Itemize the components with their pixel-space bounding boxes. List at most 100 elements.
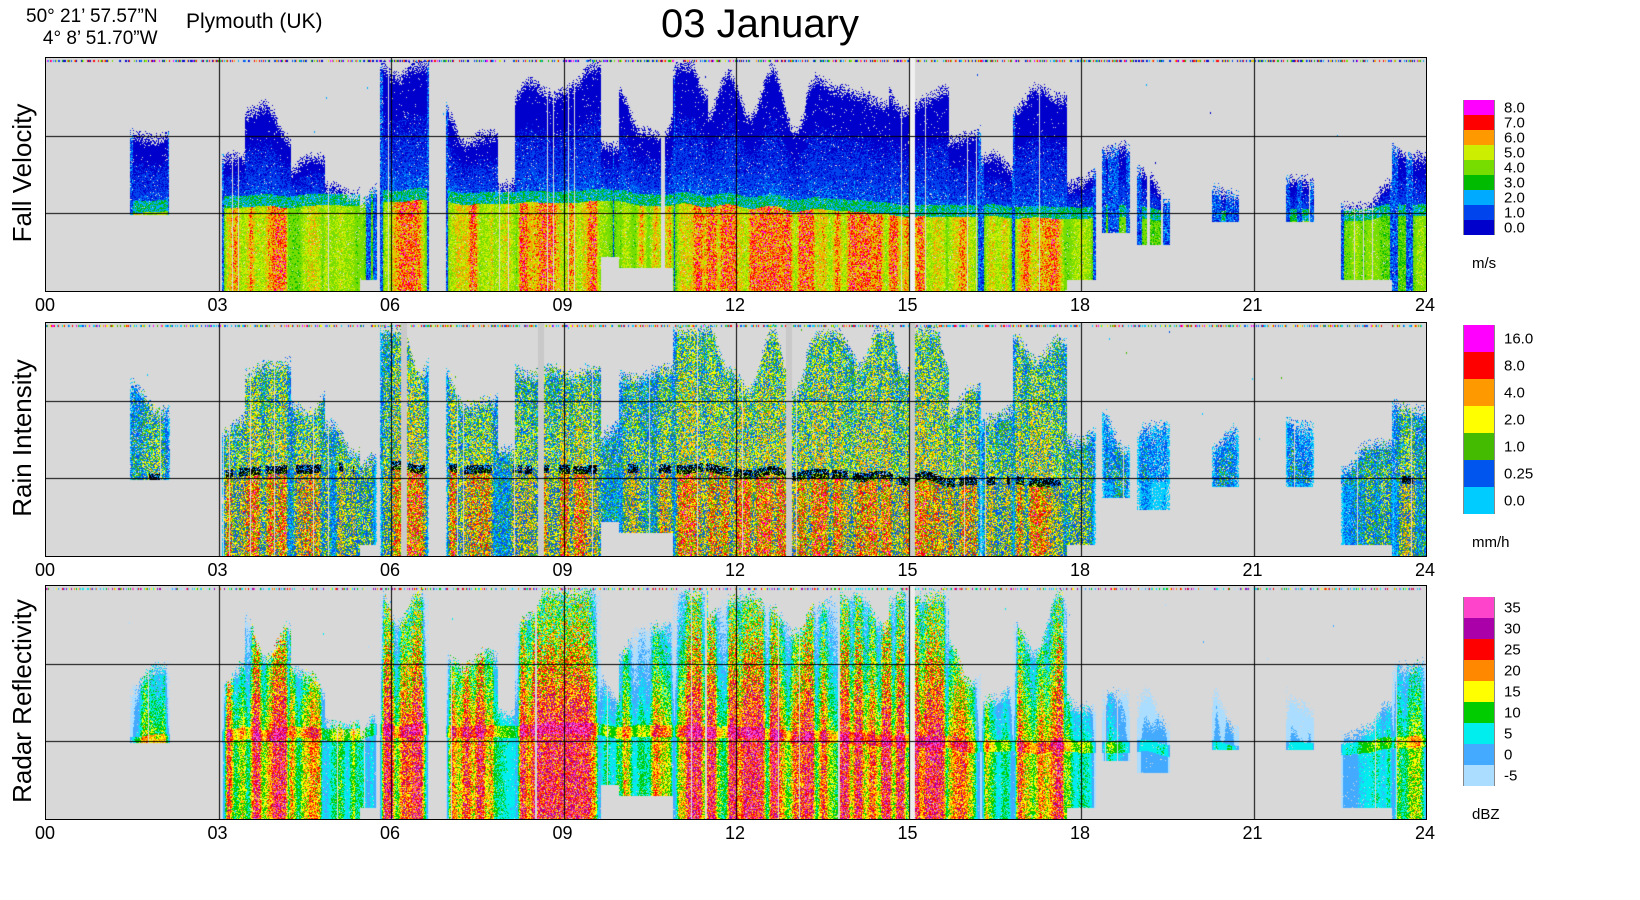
time-tick-label: 18 [1069, 560, 1091, 580]
colorbar-tick-label: 10 [1504, 704, 1521, 721]
colorbar-band: 5 [1463, 723, 1512, 744]
page-title: 03 January [661, 2, 859, 46]
longitude-label: 4° 8’ 51.70”W [42, 28, 158, 49]
colorbar-tick-label: 15 [1504, 683, 1521, 700]
colorbar-tick-label: 0.0 [1504, 492, 1525, 509]
colorbar-band: 6.0 [1463, 130, 1525, 145]
time-tick-label: 06 [379, 560, 401, 580]
time-tick-label: 12 [724, 295, 746, 315]
colorbar-band: 16.0 [1463, 325, 1533, 352]
colorbar-units-row: mm/h [1463, 529, 1510, 555]
colorbar-units-row: m/s [1463, 250, 1497, 276]
colorbar-tick-label: 30 [1504, 620, 1521, 637]
time-tick-label: 03 [207, 295, 228, 315]
time-tick-label: 24 [1414, 295, 1436, 315]
time-tick-label: 09 [552, 560, 573, 580]
colorbar-tick-label: 2.0 [1504, 189, 1525, 206]
colorbar-band: 8.0 [1463, 100, 1525, 115]
colorbar-band: 35 [1463, 597, 1521, 618]
time-tick-label: 21 [1242, 560, 1263, 580]
colorbar-tick-label: 0.0 [1504, 219, 1525, 236]
time-tick-label: 00 [34, 560, 56, 580]
colorbar-band: 20 [1463, 660, 1521, 681]
colorbar-band: 5.0 [1463, 145, 1525, 160]
fall-velocity-time-axis: 00 03 06 09 12 15 18 21 24 [35, 295, 1435, 315]
panel-fall-velocity: Fall Velocity 00 03 06 09 12 15 18 21 24 8.0 7.0 6… [0, 57, 1640, 315]
colorbar-tick-label: 2.0 [1504, 411, 1525, 428]
time-tick-label: 15 [897, 823, 918, 843]
colorbar-band: 25 [1463, 639, 1521, 660]
colorbar-band: 10 [1463, 702, 1521, 723]
time-tick-label: 06 [379, 823, 401, 843]
colorbar-unit-label: m/s [1472, 254, 1497, 272]
rain-intensity-heatmap [45, 322, 1427, 557]
time-tick-label: 06 [379, 295, 401, 315]
colorbar-tick-label: 5 [1504, 725, 1513, 742]
fall-velocity-heatmap [45, 57, 1427, 292]
time-tick-label: 24 [1414, 560, 1436, 580]
colorbar-band: 30 [1463, 618, 1521, 639]
station-coordinates: 50° 21’ 57.57”N 4° 8’ 51.70”W [26, 6, 158, 50]
colorbar-band: -5 [1463, 765, 1517, 786]
colorbar-band: 15 [1463, 681, 1521, 702]
time-tick-label: 24 [1414, 823, 1436, 843]
radar-reflectivity-colorbar: 35 30 25 20 15 10 5 0 -5 dBZ [1463, 597, 1521, 827]
colorbar-tick-label: 3.0 [1504, 174, 1525, 191]
colorbar-band: 2.0 [1463, 406, 1525, 433]
colorbar-band: 0 [1463, 744, 1512, 765]
time-tick-label: 03 [207, 560, 228, 580]
station-name: Plymouth (UK) [186, 10, 323, 33]
time-tick-label: 09 [552, 823, 573, 843]
time-tick-label: 18 [1069, 295, 1091, 315]
time-tick-label: 00 [34, 295, 56, 315]
time-tick-label: 15 [897, 560, 918, 580]
colorbar-band: 2.0 [1463, 190, 1525, 205]
colorbar-unit-label: dBZ [1472, 805, 1500, 823]
time-tick-label: 21 [1242, 295, 1263, 315]
time-tick-label: 12 [724, 823, 746, 843]
time-tick-label: 12 [724, 560, 746, 580]
colorbar-unit-label: mm/h [1472, 533, 1510, 551]
time-tick-label: 21 [1242, 823, 1263, 843]
colorbar-tick-label: 4.0 [1504, 384, 1525, 401]
colorbar-tick-label: 16.0 [1504, 330, 1534, 347]
radar-reflectivity-axis-label: Radar Reflectivity [7, 599, 37, 803]
colorbar-band: 1.0 [1463, 205, 1525, 220]
radar-reflectivity-heatmap [45, 585, 1427, 820]
radar-reflectivity-time-axis: 00 03 06 09 12 15 18 21 24 [35, 823, 1435, 843]
colorbar-tick-label: 4.0 [1504, 159, 1525, 176]
fall-velocity-axis-label: Fall Velocity [7, 103, 37, 243]
colorbar-tick-label: 0 [1504, 746, 1513, 763]
colorbar-band: 0.25 [1463, 460, 1533, 487]
colorbar-tick-label: 1.0 [1504, 438, 1525, 455]
colorbar-tick-label: 20 [1504, 662, 1521, 679]
colorbar-tick-label: 1.0 [1504, 204, 1525, 221]
time-tick-label: 18 [1069, 823, 1091, 843]
colorbar-tick-label: 8.0 [1504, 357, 1525, 374]
colorbar-tick-label: 35 [1504, 599, 1521, 616]
rain-intensity-time-axis: 00 03 06 09 12 15 18 21 24 [35, 560, 1435, 580]
colorbar-band: 4.0 [1463, 160, 1525, 175]
fall-velocity-colorbar: 8.0 7.0 6.0 5.0 4.0 3.0 2.0 1.0 0.0 m/s [1463, 100, 1525, 276]
colorbar-band: 1.0 [1463, 433, 1525, 460]
panel-radar-reflectivity: Radar Reflectivity 00 03 06 09 12 15 18 21 24 35… [0, 585, 1640, 843]
colorbar-band: 0.0 [1463, 487, 1525, 514]
colorbar-units-row: dBZ [1463, 801, 1500, 827]
panel-rain-intensity: Rain Intensity 00 03 06 09 12 15 18 21 24 16.0 8.… [0, 322, 1640, 580]
colorbar-tick-label: 7.0 [1504, 114, 1525, 131]
colorbar-tick-label: 8.0 [1504, 99, 1525, 116]
colorbar-tick-label: 0.25 [1504, 465, 1534, 482]
colorbar-band: 3.0 [1463, 175, 1525, 190]
colorbar-tick-label: 25 [1504, 641, 1521, 658]
time-tick-label: 03 [207, 823, 228, 843]
time-tick-label: 09 [552, 295, 573, 315]
rain-intensity-axis-label: Rain Intensity [7, 359, 37, 517]
time-tick-label: 15 [897, 295, 918, 315]
colorbar-band: 4.0 [1463, 379, 1525, 406]
colorbar-band: 8.0 [1463, 352, 1525, 379]
colorbar-band: 7.0 [1463, 115, 1525, 130]
colorbar-tick-label: -5 [1504, 767, 1518, 784]
time-tick-label: 00 [34, 823, 56, 843]
colorbar-band: 0.0 [1463, 220, 1525, 235]
